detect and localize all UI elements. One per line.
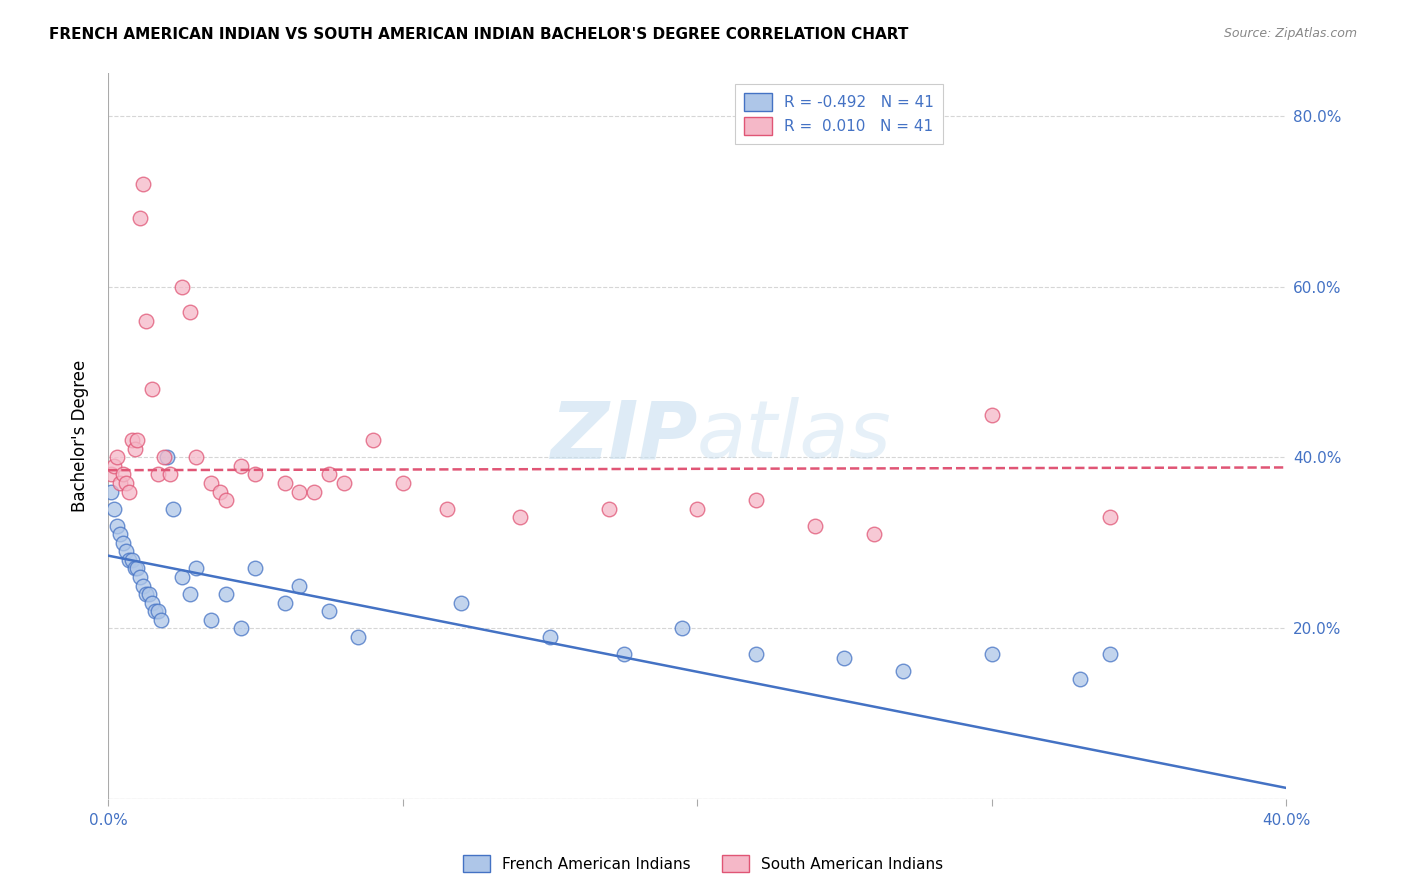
Point bbox=[143, 604, 166, 618]
Point bbox=[215, 493, 238, 508]
Point bbox=[200, 475, 222, 490]
Point bbox=[132, 177, 155, 191]
Point bbox=[347, 630, 370, 644]
Point bbox=[1098, 647, 1121, 661]
Point bbox=[302, 484, 325, 499]
Point bbox=[124, 561, 146, 575]
Point bbox=[745, 647, 768, 661]
Point bbox=[100, 467, 122, 482]
Text: FRENCH AMERICAN INDIAN VS SOUTH AMERICAN INDIAN BACHELOR'S DEGREE CORRELATION CH: FRENCH AMERICAN INDIAN VS SOUTH AMERICAN… bbox=[49, 27, 908, 42]
Legend: French American Indians, South American Indians: French American Indians, South American … bbox=[456, 847, 950, 880]
Point bbox=[103, 501, 125, 516]
Point bbox=[229, 621, 252, 635]
Point bbox=[141, 382, 163, 396]
Point bbox=[121, 434, 143, 448]
Point bbox=[108, 475, 131, 490]
Point bbox=[186, 561, 208, 575]
Point bbox=[146, 604, 169, 618]
Point bbox=[111, 467, 134, 482]
Point bbox=[127, 434, 149, 448]
Point bbox=[129, 211, 152, 226]
Point bbox=[745, 493, 768, 508]
Point bbox=[1098, 510, 1121, 524]
Text: Source: ZipAtlas.com: Source: ZipAtlas.com bbox=[1223, 27, 1357, 40]
Point bbox=[150, 613, 173, 627]
Point bbox=[1069, 673, 1091, 687]
Point bbox=[288, 484, 311, 499]
Point bbox=[186, 450, 208, 465]
Point bbox=[215, 587, 238, 601]
Point bbox=[288, 578, 311, 592]
Point bbox=[114, 544, 136, 558]
Point bbox=[208, 484, 231, 499]
Point bbox=[332, 475, 354, 490]
Point bbox=[318, 467, 340, 482]
Point bbox=[111, 536, 134, 550]
Text: atlas: atlas bbox=[697, 397, 891, 475]
Point bbox=[114, 475, 136, 490]
Point bbox=[170, 279, 193, 293]
Point bbox=[450, 596, 472, 610]
Point bbox=[436, 501, 458, 516]
Point bbox=[893, 664, 915, 678]
Point bbox=[159, 467, 181, 482]
Point bbox=[391, 475, 413, 490]
Point bbox=[153, 450, 176, 465]
Point bbox=[245, 561, 267, 575]
Text: ZIP: ZIP bbox=[550, 397, 697, 475]
Point bbox=[538, 630, 561, 644]
Point bbox=[100, 484, 122, 499]
Point bbox=[179, 587, 201, 601]
Point bbox=[245, 467, 267, 482]
Point bbox=[117, 553, 139, 567]
Point bbox=[108, 527, 131, 541]
Point bbox=[804, 518, 827, 533]
Y-axis label: Bachelor's Degree: Bachelor's Degree bbox=[72, 359, 89, 512]
Legend: R = -0.492   N = 41, R =  0.010   N = 41: R = -0.492 N = 41, R = 0.010 N = 41 bbox=[735, 84, 943, 144]
Point bbox=[863, 527, 886, 541]
Point bbox=[103, 458, 125, 473]
Point bbox=[156, 450, 179, 465]
Point bbox=[598, 501, 620, 516]
Point bbox=[229, 458, 252, 473]
Point bbox=[124, 442, 146, 456]
Point bbox=[141, 596, 163, 610]
Point bbox=[274, 596, 297, 610]
Point bbox=[138, 587, 160, 601]
Point bbox=[135, 587, 157, 601]
Point bbox=[162, 501, 184, 516]
Point bbox=[170, 570, 193, 584]
Point bbox=[980, 408, 1002, 422]
Point bbox=[105, 518, 128, 533]
Point bbox=[105, 450, 128, 465]
Point bbox=[361, 434, 384, 448]
Point bbox=[612, 647, 634, 661]
Point bbox=[509, 510, 531, 524]
Point bbox=[179, 305, 201, 319]
Point bbox=[671, 621, 693, 635]
Point bbox=[274, 475, 297, 490]
Point bbox=[132, 578, 155, 592]
Point bbox=[834, 651, 856, 665]
Point bbox=[318, 604, 340, 618]
Point bbox=[686, 501, 709, 516]
Point bbox=[980, 647, 1002, 661]
Point bbox=[121, 553, 143, 567]
Point bbox=[117, 484, 139, 499]
Point bbox=[146, 467, 169, 482]
Point bbox=[200, 613, 222, 627]
Point bbox=[127, 561, 149, 575]
Point bbox=[135, 314, 157, 328]
Point bbox=[129, 570, 152, 584]
